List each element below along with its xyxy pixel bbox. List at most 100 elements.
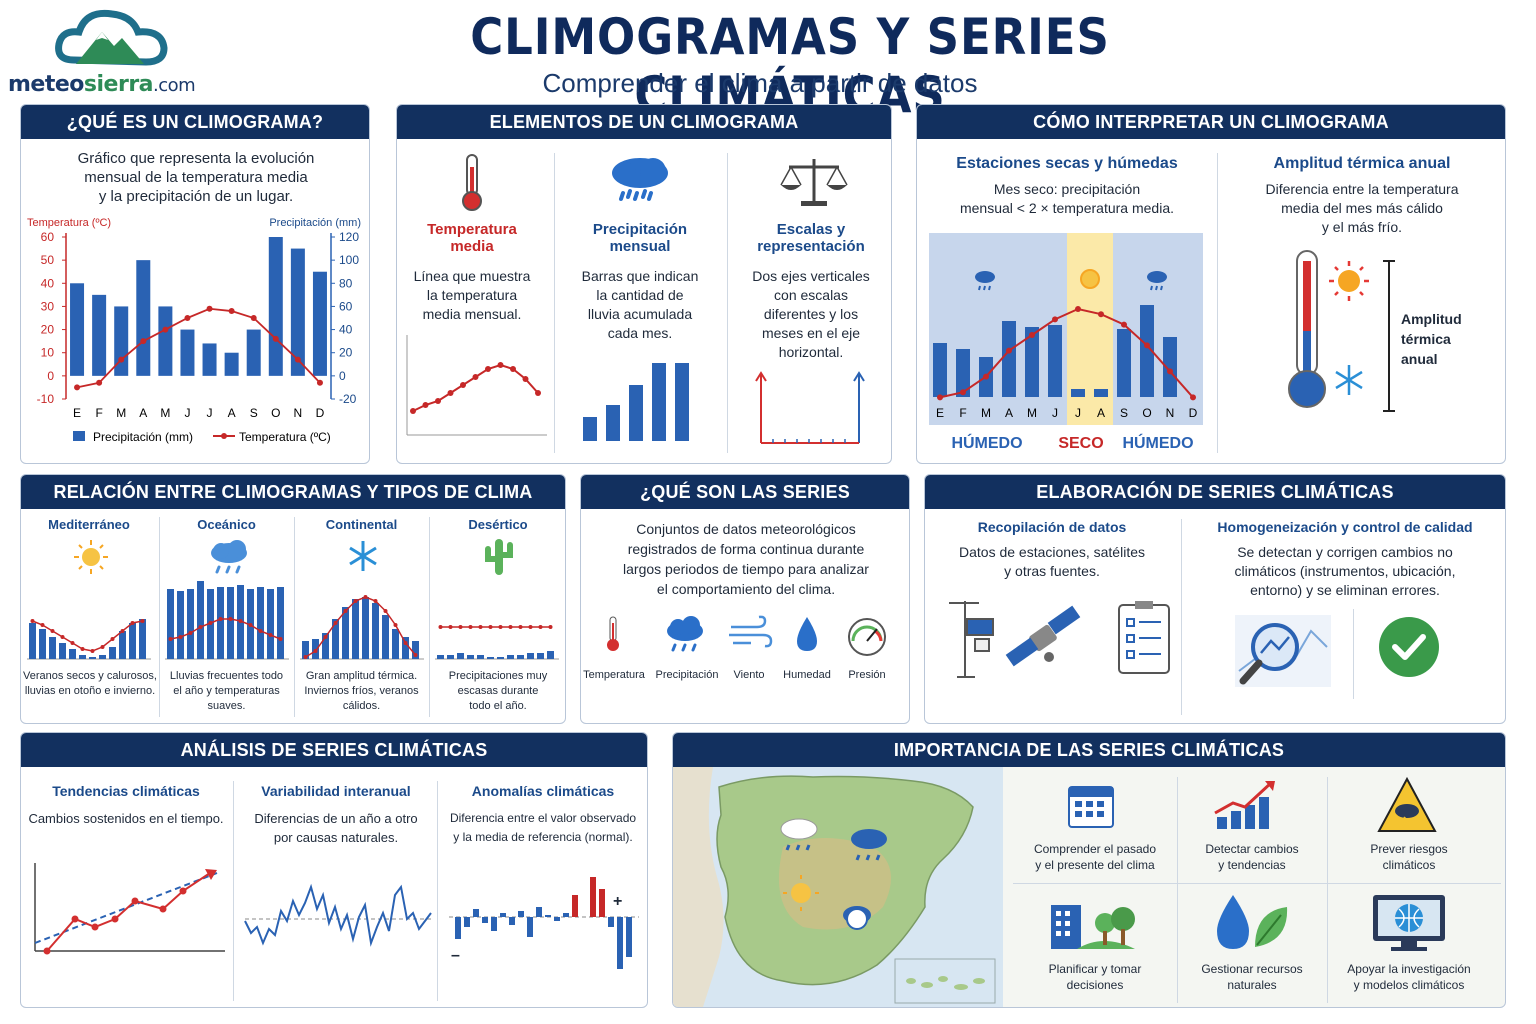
precip-bar (362, 597, 369, 659)
data-sources-icons (949, 601, 1170, 678)
temperature-point (1098, 311, 1104, 318)
temperature-point (1029, 332, 1035, 338)
divider (1353, 609, 1354, 699)
precip-bar (537, 653, 544, 659)
temperature-point (100, 645, 105, 649)
rain-cloud-icon (1147, 271, 1167, 283)
anomaly-bar (518, 911, 524, 917)
importance-item-3: Prever riesgos climáticos (1370, 842, 1448, 872)
temperature-point (460, 382, 466, 388)
divider (437, 781, 438, 1001)
precipitation-bars-sample (583, 363, 689, 441)
month-label: E (73, 406, 81, 420)
legend-label-precip: Precipitación (mm) (93, 430, 193, 444)
precip-bar (487, 657, 494, 659)
climate-name-oceanic: Oceánico (197, 517, 256, 532)
month-label: F (959, 406, 966, 420)
precip-bar (1117, 329, 1131, 397)
precip-bar (352, 599, 359, 659)
precip-bar (59, 643, 66, 659)
thermometer-large-icon (1288, 250, 1369, 408)
precip-bar (290, 248, 305, 376)
precip-bar (1163, 337, 1177, 397)
temperature-point (70, 641, 75, 645)
temperature-point (1075, 306, 1081, 312)
precip-bar (933, 343, 947, 397)
temperature-point (478, 625, 483, 629)
precip-bar (217, 587, 224, 659)
rain-drops (978, 285, 991, 291)
temperature-point (485, 366, 491, 372)
anomaly-bar (509, 917, 515, 925)
page-title: CLIMOGRAMAS Y SERIES CLIMÁTICAS (470, 8, 1110, 124)
precip-bar (507, 655, 514, 659)
precip-bar (180, 329, 195, 376)
sun-icon (1080, 269, 1100, 289)
temperature-point (438, 625, 443, 629)
precip-bar (527, 653, 534, 659)
temperature-point (258, 629, 263, 633)
temperature-point (184, 315, 191, 321)
temperature-point (1190, 394, 1196, 401)
month-label: S (1120, 406, 1128, 420)
precip-bar (177, 591, 184, 659)
panel-heading: CÓMO INTERPRETAR UN CLIMOGRAMA (917, 105, 1505, 139)
month-label: J (1075, 406, 1081, 420)
anomaly-bar (599, 889, 605, 917)
temperature-point (96, 379, 103, 386)
precip-bar (332, 619, 339, 659)
element-title-precipitation: Precipitación mensual (592, 221, 688, 255)
var-label-humidity: Humedad (783, 669, 831, 681)
temperature-point (90, 649, 95, 653)
panel-description: Gráfico que representa la evolución mensu… (77, 150, 315, 205)
temperature-point (60, 635, 65, 639)
importance-item-2: Detectar cambios y tendencias (1205, 842, 1299, 872)
amplitude-label: Amplitud térmica anual (1401, 311, 1462, 367)
precip-bar (1048, 325, 1062, 397)
temperature-line-sample (406, 335, 547, 436)
city-trees-icon (1051, 905, 1135, 949)
precip-bar (129, 623, 136, 659)
precip-bar (277, 587, 284, 659)
oceanic-mini-chart (165, 581, 289, 660)
temperature-line (412, 363, 539, 412)
precip-bar (29, 623, 36, 659)
temperature-line (305, 596, 417, 658)
trends-title: Tendencias climáticas (52, 783, 200, 799)
brand-name[interactable]: meteosierra.com (8, 72, 196, 97)
panel-elaboration: ELABORACIÓN DE SERIES CLIMÁTICAS Recopil… (924, 474, 1506, 724)
homogenization-title: Homogeneización y control de calidad (1217, 519, 1473, 535)
month-label: D (316, 406, 325, 420)
precip-bar (49, 637, 56, 659)
right-tick-label: 100 (339, 253, 359, 267)
anomaly-bar (572, 895, 578, 917)
panel-heading: IMPORTANCIA DE LAS SERIES CLIMÁTICAS (673, 733, 1505, 767)
precip-bar (402, 637, 409, 659)
temperature-point (535, 390, 541, 396)
temperature-point (403, 641, 408, 645)
precip-bar (246, 329, 261, 376)
anomaly-bar (527, 917, 533, 937)
amplitude-desc: Diferencia entre la temperatura media del… (1265, 181, 1459, 235)
importance-item-6: Apoyar la investigación y modelos climáti… (1347, 962, 1471, 992)
precip-bar (412, 641, 419, 659)
climate-desc-continental: Gran amplitud térmica. Inviernos fríos, v… (304, 670, 419, 712)
panel-what-is-climogram: ¿QUÉ ES UN CLIMOGRAMA? Gráfico que repre… (20, 104, 370, 464)
precip-bar (158, 306, 173, 376)
temperature-point (316, 379, 323, 386)
anomaly-bar (482, 917, 488, 923)
divider (1217, 153, 1218, 453)
month-label: D (1189, 406, 1198, 420)
temperature-point (960, 389, 966, 396)
amplitude-bracket (1383, 260, 1395, 412)
weather-station-icon (949, 601, 994, 678)
month-label: A (1097, 406, 1105, 420)
temperature-point (268, 633, 273, 637)
element-desc-scales: Dos ejes verticales con escalas diferentes… (752, 268, 870, 360)
temperature-point (1167, 368, 1173, 375)
climate-name-mediterranean: Mediterráneo (48, 517, 130, 532)
gauge-icon (848, 618, 886, 656)
temperature-point (198, 625, 203, 629)
divider (1013, 883, 1501, 884)
